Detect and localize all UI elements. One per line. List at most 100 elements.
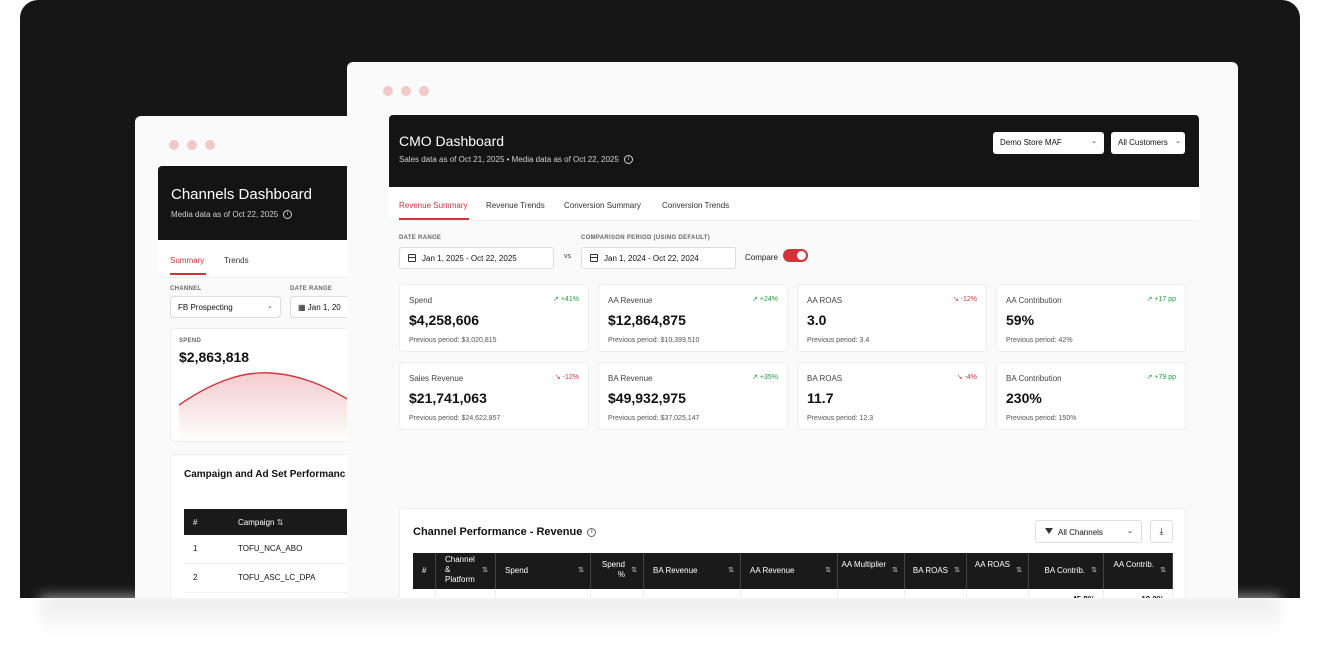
kpi-previous: Previous period: $10,399,510 xyxy=(608,337,700,344)
window-dot-minimize[interactable] xyxy=(187,140,197,150)
store-select-value: Demo Store MAF xyxy=(1000,138,1062,147)
col-header-channel-platform[interactable]: Channel & Platform ⇅ xyxy=(436,553,496,589)
kpi-label: BA Contribution xyxy=(1006,374,1062,383)
spend-card: SPEND $2,863,818 xyxy=(170,328,375,442)
info-icon[interactable]: i xyxy=(283,210,293,219)
cell-value: 45.8% xyxy=(1072,595,1095,598)
window-dot-maximize[interactable] xyxy=(419,86,429,96)
window-dot-close[interactable] xyxy=(169,140,179,150)
chevron-down-icon: ⌄ xyxy=(1127,528,1133,535)
col-header-ba-roas[interactable]: BA ROAS ⇅ xyxy=(905,553,967,589)
col-header-campaign[interactable]: Campaign ⇅ xyxy=(238,518,283,527)
col-header-num: # xyxy=(193,518,198,527)
channels-header: Channels Dashboard Media data as of Oct … xyxy=(158,166,375,240)
kpi-card: BA Revenue ↗ +35% $49,932,975 Previous peri… xyxy=(598,362,788,430)
customer-select[interactable]: All Customers ⌄ xyxy=(1111,132,1185,154)
col-header-spend[interactable]: Spend ⇅ xyxy=(496,553,591,589)
col-header-num: # xyxy=(413,553,436,589)
compare-label: Compare xyxy=(745,253,778,262)
comparison-period-label: COMPARISON PERIOD (USING DEFAULT) xyxy=(581,235,711,241)
backdrop-shadow xyxy=(40,596,1280,636)
calendar-icon xyxy=(408,254,416,262)
kpi-card: AA Revenue ↗ +24% $12,864,875 Previous peri… xyxy=(598,284,788,352)
download-icon: ⤓ xyxy=(1159,526,1164,536)
col-header-ba-revenue[interactable]: BA Revenue ⇅ xyxy=(644,553,741,589)
channels-tabs: Summary Trends xyxy=(158,240,375,278)
col-header-label: BA Revenue xyxy=(653,566,698,575)
col-header-aa-multiplier[interactable]: AA Multiplier ⇅ xyxy=(838,553,905,589)
tab-trends[interactable]: Trends xyxy=(224,256,249,265)
kpi-previous: Previous period: $3,020,815 xyxy=(409,337,497,344)
tab-revenue-trends[interactable]: Revenue Trends xyxy=(486,201,545,210)
table-row[interactable]: 1 TOFU_NCA_ABO xyxy=(184,535,375,564)
date-range-value: Jan 1, 20 xyxy=(307,303,341,312)
cell-aa-contrib: 19.2%11.6%↗ +7.6pp xyxy=(1104,589,1173,598)
comparison-range-value: Jan 1, 2024 - Oct 22, 2024 xyxy=(604,254,699,263)
tab-conversion-trends[interactable]: Conversion Trends xyxy=(662,201,730,210)
kpi-delta: ↗ +41% xyxy=(553,296,579,303)
page-title: CMO Dashboard xyxy=(399,133,505,149)
chevron-down-icon: ⌄ xyxy=(267,303,273,310)
sort-icon: ⇅ xyxy=(728,567,734,574)
window-controls xyxy=(383,86,429,96)
comparison-range-picker[interactable]: Jan 1, 2024 - Oct 22, 2024 xyxy=(581,247,736,269)
info-icon[interactable]: i xyxy=(623,155,633,164)
kpi-card: BA ROAS ↘ -4% 11.7 Previous period: 12.3 xyxy=(797,362,987,430)
campaign-table: # Campaign ⇅ 1 TOFU_NCA_ABO 2 TOFU_ASC_L… xyxy=(184,509,375,593)
col-header-label: Spend xyxy=(505,566,529,575)
window-dot-close[interactable] xyxy=(383,86,393,96)
col-header-label: BA ROAS xyxy=(912,566,948,575)
cell-aa-multiplier: 42%42% xyxy=(838,589,905,598)
date-range-picker[interactable]: Jan 1, 2025 - Oct 22, 2025 xyxy=(399,247,554,269)
info-icon[interactable]: i xyxy=(587,527,597,537)
cell-num: 1 xyxy=(413,589,436,598)
sort-icon: ⇅ xyxy=(631,567,637,574)
kpi-label: AA ROAS xyxy=(807,296,843,305)
kpi-previous: Previous period: 12.3 xyxy=(807,415,874,422)
window-dot-maximize[interactable] xyxy=(205,140,215,150)
channel-label: CHANNEL xyxy=(170,286,202,292)
kpi-delta: ↘ -12% xyxy=(554,374,579,381)
kpi-label: Spend xyxy=(409,296,433,305)
sort-icon: ⇅ xyxy=(1160,567,1166,574)
download-button[interactable]: ⤓ xyxy=(1150,520,1173,543)
page-title: Channels Dashboard xyxy=(171,186,312,203)
col-header-label: BA Contrib. xyxy=(1044,566,1085,575)
kpi-delta: ↗ +17 pp xyxy=(1146,296,1176,303)
tab-revenue-summary[interactable]: Revenue Summary xyxy=(399,201,468,210)
kpi-card: Sales Revenue ↘ -12% $21,741,063 Previous p… xyxy=(399,362,589,430)
date-range-label: DATE RANGE xyxy=(290,286,333,292)
chevron-down-icon: ⌄ xyxy=(1175,138,1181,145)
date-range-label: DATE RANGE xyxy=(399,235,442,241)
calendar-icon xyxy=(590,254,598,262)
spend-label: SPEND xyxy=(179,338,202,344)
col-header-aa-contrib[interactable]: AA Contrib. ⇅ xyxy=(1104,553,1173,589)
kpi-previous: Previous period: $24,622,857 xyxy=(409,415,501,422)
channel-select[interactable]: FB Prospecting ⌄ xyxy=(170,296,281,318)
tab-summary[interactable]: Summary xyxy=(170,256,205,265)
kpi-delta: ↘ -4% xyxy=(956,374,977,381)
store-select[interactable]: Demo Store MAF ⌄ xyxy=(993,132,1104,154)
row-num: 2 xyxy=(193,573,198,582)
tab-conversion-summary[interactable]: Conversion Summary xyxy=(564,201,641,210)
window-dot-minimize[interactable] xyxy=(401,86,411,96)
compare-toggle[interactable] xyxy=(783,249,808,262)
col-header-label: Spend % xyxy=(601,560,625,579)
channel-performance-title: Channel Performance - Revenue i xyxy=(413,526,597,538)
table-header: # Campaign ⇅ xyxy=(184,509,375,535)
col-header-aa-roas[interactable]: AA ROAS ⇅ xyxy=(967,553,1029,589)
sort-icon: ⇅ xyxy=(578,567,584,574)
kpi-card: AA Contribution ↗ +17 pp 59% Previous perio… xyxy=(996,284,1186,352)
col-header-spend-pct[interactable]: Spend % ⇅ xyxy=(591,553,644,589)
col-header-ba-contrib[interactable]: BA Contrib. ⇅ xyxy=(1029,553,1104,589)
kpi-delta: ↗ +24% xyxy=(752,296,778,303)
cell-spend-pct: 67.2% xyxy=(591,589,644,598)
kpi-previous: Previous period: 42% xyxy=(1006,337,1073,344)
kpi-label: AA Contribution xyxy=(1006,296,1062,305)
campaign-performance-card: Campaign and Ad Set Performanc # Campaig… xyxy=(170,454,375,598)
table-row[interactable]: 2 TOFU_ASC_LC_DPA xyxy=(184,564,375,593)
window-controls xyxy=(169,140,215,150)
channel-filter-select[interactable]: All Channels ⌄ xyxy=(1035,520,1142,543)
col-header-aa-revenue[interactable]: AA Revenue ⇅ xyxy=(741,553,838,589)
filter-icon xyxy=(1045,528,1053,534)
